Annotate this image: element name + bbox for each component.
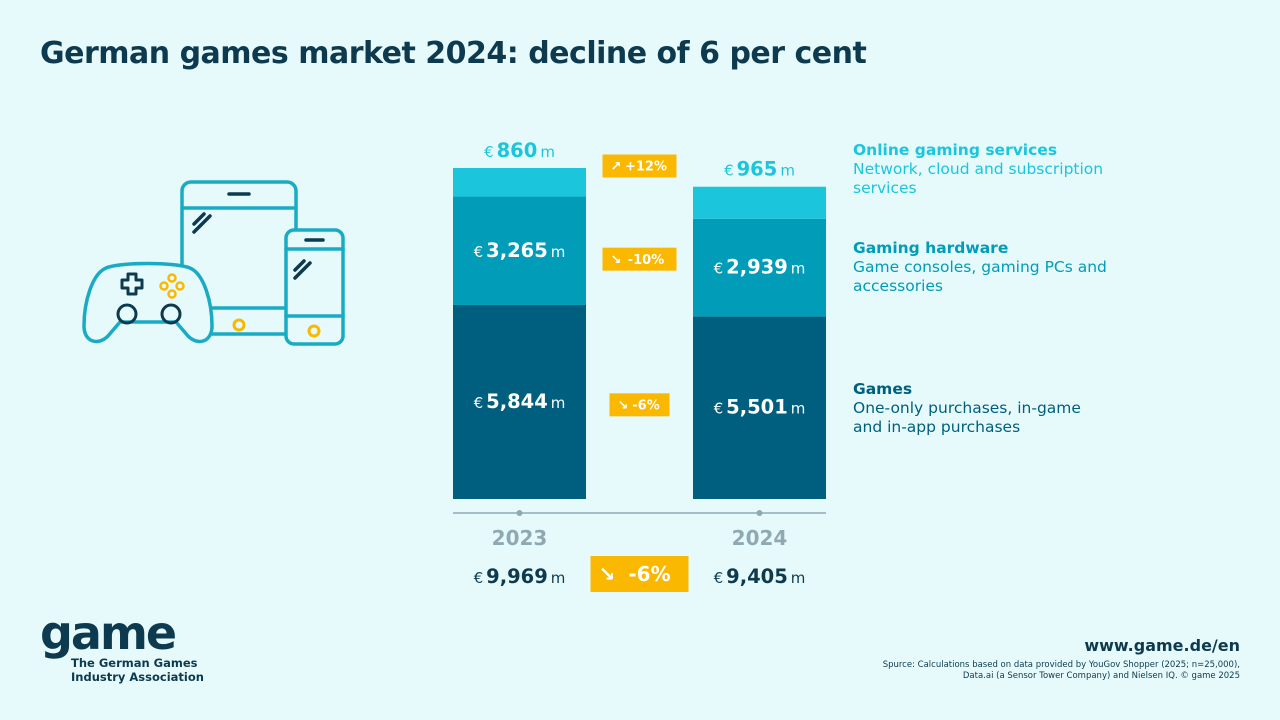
value-label-hardware-2023: € 3,265 m <box>474 239 566 262</box>
source-note: Spurce: Calculations based on data provi… <box>820 660 1240 682</box>
badge-background <box>602 154 677 178</box>
bar-games-2024 <box>693 316 826 499</box>
source-line-2: Data.ai (a Sensor Tower Company) and Nie… <box>962 671 1240 681</box>
legend-name: Gaming hardware <box>853 239 1009 257</box>
badge-background <box>602 247 677 271</box>
currency-prefix: € <box>714 400 727 418</box>
currency-prefix: € <box>714 260 727 278</box>
bar-online-2024 <box>693 186 826 219</box>
value-number: 3,265 <box>486 239 548 262</box>
total-change-badge: ↘ -6% <box>590 556 689 592</box>
arrow-up-right-icon: ↗ <box>611 160 622 175</box>
game-logo: game The German Games Industry Associati… <box>40 610 211 684</box>
bar-games-2023 <box>453 304 586 499</box>
x-tick-label-2024: 2024 <box>732 526 788 550</box>
currency-prefix: € <box>474 243 487 261</box>
change-badge-hardware: ↘ -10% <box>602 247 677 271</box>
total-label-2024: € 9,405 m <box>714 565 806 588</box>
source-line-1: Spurce: Calculations based on data provi… <box>882 660 1240 670</box>
value-number: 2,939 <box>726 256 788 279</box>
legend-name: Games <box>853 380 913 398</box>
value-label-online-2024: € 965 m <box>724 158 795 181</box>
bar-hardware-2023 <box>453 196 586 305</box>
legend-description: Network, cloud and subscription services <box>853 160 1104 197</box>
x-tick-label-2023: 2023 <box>492 526 548 550</box>
legend-description: One-only purchases, in-game and in-app p… <box>853 399 1081 436</box>
currency-prefix: € <box>484 143 497 161</box>
devices-illustration <box>82 180 345 346</box>
logo-wordmark: game <box>40 606 177 660</box>
unit-suffix: m <box>548 394 566 412</box>
legend-online-gaming: Online gaming services Network, cloud an… <box>853 141 1113 198</box>
legend-name: Online gaming services <box>853 141 1058 159</box>
value-label-hardware-2024: € 2,939 m <box>714 256 806 279</box>
value-number: 5,501 <box>726 396 788 419</box>
total-label-2023: € 9,969 m <box>474 565 566 588</box>
currency-prefix: € <box>474 569 487 587</box>
gamepad-icon <box>82 261 214 344</box>
arrow-down-right-icon: ↘ <box>599 562 616 586</box>
logo-subtitle: The German Games Industry Association <box>71 656 204 684</box>
arrow-down-right-icon: ↘ <box>611 253 622 268</box>
change-badge-games: ↘ -6% <box>609 393 670 417</box>
bar-hardware-2024 <box>693 218 826 317</box>
unit-suffix: m <box>788 569 806 587</box>
x-axis-tick <box>516 510 523 516</box>
value-number: 5,844 <box>486 390 548 413</box>
value-number: 9,405 <box>726 565 788 588</box>
bar-online-2023 <box>453 168 586 197</box>
badge-background <box>609 393 670 417</box>
change-badge-online: ↗ +12% <box>602 154 677 178</box>
badge-text: -6% <box>628 562 670 586</box>
unit-suffix: m <box>548 569 566 587</box>
badge-text: -6% <box>632 399 659 414</box>
unit-suffix: m <box>777 162 795 180</box>
legend-gaming-hardware: Gaming hardware Game consoles, gaming PC… <box>853 239 1113 296</box>
badge-background <box>590 556 689 592</box>
unit-suffix: m <box>788 260 806 278</box>
unit-suffix: m <box>537 143 555 161</box>
arrow-down-right-icon: ↘ <box>618 399 629 414</box>
value-number: 860 <box>497 139 538 162</box>
value-label-online-2023: € 860 m <box>484 139 555 162</box>
badge-text: +12% <box>625 160 667 175</box>
legend-description: Game consoles, gaming PCs and accessorie… <box>853 258 1107 295</box>
page-title: German games market 2024: decline of 6 p… <box>40 36 867 71</box>
value-label-games-2023: € 5,844 m <box>474 390 566 413</box>
unit-suffix: m <box>548 243 566 261</box>
unit-suffix: m <box>788 400 806 418</box>
value-label-games-2024: € 5,501 m <box>714 396 806 419</box>
legend-games: Games One-only purchases, in-game and in… <box>853 380 1113 437</box>
website-link[interactable]: www.game.de/en <box>1084 636 1240 655</box>
currency-prefix: € <box>724 162 737 180</box>
badge-text: -10% <box>628 253 665 268</box>
currency-prefix: € <box>474 394 487 412</box>
value-number: 9,969 <box>486 565 548 588</box>
smartphone-icon <box>284 228 345 346</box>
value-number: 965 <box>737 158 778 181</box>
x-axis-tick <box>756 510 763 516</box>
currency-prefix: € <box>714 569 727 587</box>
